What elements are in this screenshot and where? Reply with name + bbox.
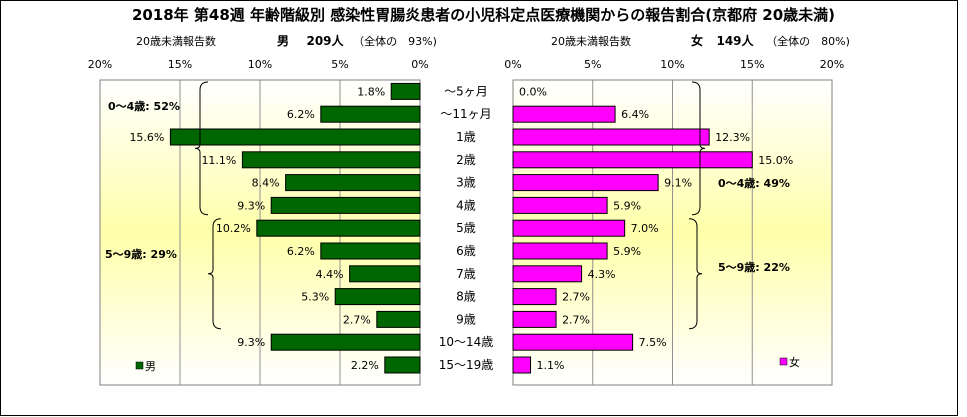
age-category-label: 4歳 [456, 198, 476, 212]
female-value-label: 12.3% [715, 131, 750, 144]
age-category-label: 9歳 [456, 312, 476, 326]
male-value-label: 11.1% [201, 154, 236, 167]
left-tick-label: 5% [331, 58, 348, 71]
right-tick-label: 20% [820, 58, 844, 71]
age-category-label: 8歳 [456, 290, 476, 304]
age-category-label: 5歳 [456, 221, 476, 235]
legend-female-label: 女 [789, 355, 800, 369]
legend-male-swatch [135, 361, 144, 370]
age-category-label: 3歳 [456, 176, 476, 190]
right-subtitle-count: 149人 [716, 33, 754, 48]
male-value-label: 9.3% [237, 336, 265, 349]
male-value-label: 4.4% [316, 268, 344, 281]
right-subtitle-sex: 女 [691, 33, 703, 48]
left-annotation-0-4: 0～4歳: 52% [108, 99, 180, 113]
male-bar [169, 128, 421, 146]
male-value-label: 15.6% [129, 131, 164, 144]
female-bar [512, 310, 557, 328]
left-tick-label: 15% [168, 58, 192, 71]
left-subtitle-count: 209人 [306, 33, 344, 48]
male-bar [376, 310, 421, 328]
age-category-label: ～11ヶ月 [440, 107, 491, 121]
female-value-label: 5.9% [613, 245, 641, 258]
female-bar [512, 333, 634, 351]
left-bracket-5-9 [207, 218, 222, 330]
male-bar [384, 356, 421, 374]
male-value-label: 6.2% [287, 108, 315, 121]
age-category-label: 10～14歳 [439, 335, 494, 349]
female-value-label: 7.0% [631, 222, 659, 235]
female-value-label: 7.5% [639, 336, 667, 349]
male-value-label: 9.3% [237, 199, 265, 212]
female-bar [512, 196, 608, 214]
male-value-label: 6.2% [287, 245, 315, 258]
male-value-label: 10.2% [216, 222, 251, 235]
female-bar [512, 242, 608, 260]
age-category-label: 7歳 [456, 267, 476, 281]
right-tick-label: 0% [504, 58, 521, 71]
female-bar [512, 219, 626, 237]
left-tick-label: 20% [88, 58, 112, 71]
male-bar [320, 242, 421, 260]
left-annotation-5-9: 5～9歳: 29% [105, 247, 177, 261]
female-value-label: 5.9% [613, 199, 641, 212]
female-bar [512, 105, 616, 123]
left-subtitle-share: （全体の 93%) [353, 34, 437, 48]
age-category-label: 15～19歳 [439, 358, 494, 372]
male-bar [270, 333, 421, 351]
left-tick-label: 10% [248, 58, 272, 71]
female-value-label: 2.7% [562, 291, 590, 304]
male-bar [334, 288, 421, 306]
male-bar [320, 105, 421, 123]
male-bar [241, 151, 421, 169]
male-value-label: 1.8% [357, 85, 385, 98]
legend-male-label: 男 [145, 360, 156, 373]
female-bar [512, 265, 583, 283]
right-subtitle-share: （全体の 80%) [766, 34, 850, 48]
page-title: 2018年 第48週 年齢階級別 感染性胃腸炎患者の小児科定点医療機関からの報告… [131, 6, 836, 24]
male-value-label: 8.4% [252, 177, 280, 190]
female-bar [512, 151, 753, 169]
female-value-label: 15.0% [758, 154, 793, 167]
left-bracket-0-4 [194, 81, 209, 216]
male-bar [390, 82, 421, 100]
female-value-label: 4.3% [588, 268, 616, 281]
male-bar [285, 174, 421, 192]
female-value-label: 0.0% [519, 85, 547, 98]
female-value-label: 9.1% [664, 177, 692, 190]
right-tick-label: 5% [584, 58, 601, 71]
age-category-label: ～5ヶ月 [444, 84, 488, 98]
right-bracket-0-4 [691, 81, 706, 216]
age-category-label: 6歳 [456, 244, 476, 258]
female-bar [512, 174, 659, 192]
female-bar [512, 128, 710, 146]
age-category-label: 2歳 [456, 153, 476, 167]
male-value-label: 5.3% [301, 291, 329, 304]
right-bracket-5-9 [688, 218, 703, 330]
right-subtitle-label: 20歳未満報告数 [551, 35, 631, 48]
right-annotation-0-4: 0～4歳: 49% [718, 176, 790, 190]
female-bar [512, 356, 532, 374]
female-value-label: 6.4% [621, 108, 649, 121]
right-tick-label: 10% [660, 58, 684, 71]
legend-female-swatch [779, 357, 788, 366]
male-bar [349, 265, 421, 283]
female-bar [512, 288, 557, 306]
male-bar [256, 219, 421, 237]
male-value-label: 2.7% [343, 313, 371, 326]
female-value-label: 1.1% [537, 359, 565, 372]
age-category-label: 1歳 [456, 130, 476, 144]
left-subtitle-label: 20歳未満報告数 [136, 35, 216, 48]
left-subtitle-sex: 男 [277, 34, 289, 48]
male-bar [270, 196, 421, 214]
female-value-label: 2.7% [562, 313, 590, 326]
male-value-label: 2.2% [351, 359, 379, 372]
left-tick-label: 0% [411, 58, 428, 71]
right-annotation-5-9: 5～9歳: 22% [718, 260, 790, 274]
right-tick-label: 15% [740, 58, 764, 71]
